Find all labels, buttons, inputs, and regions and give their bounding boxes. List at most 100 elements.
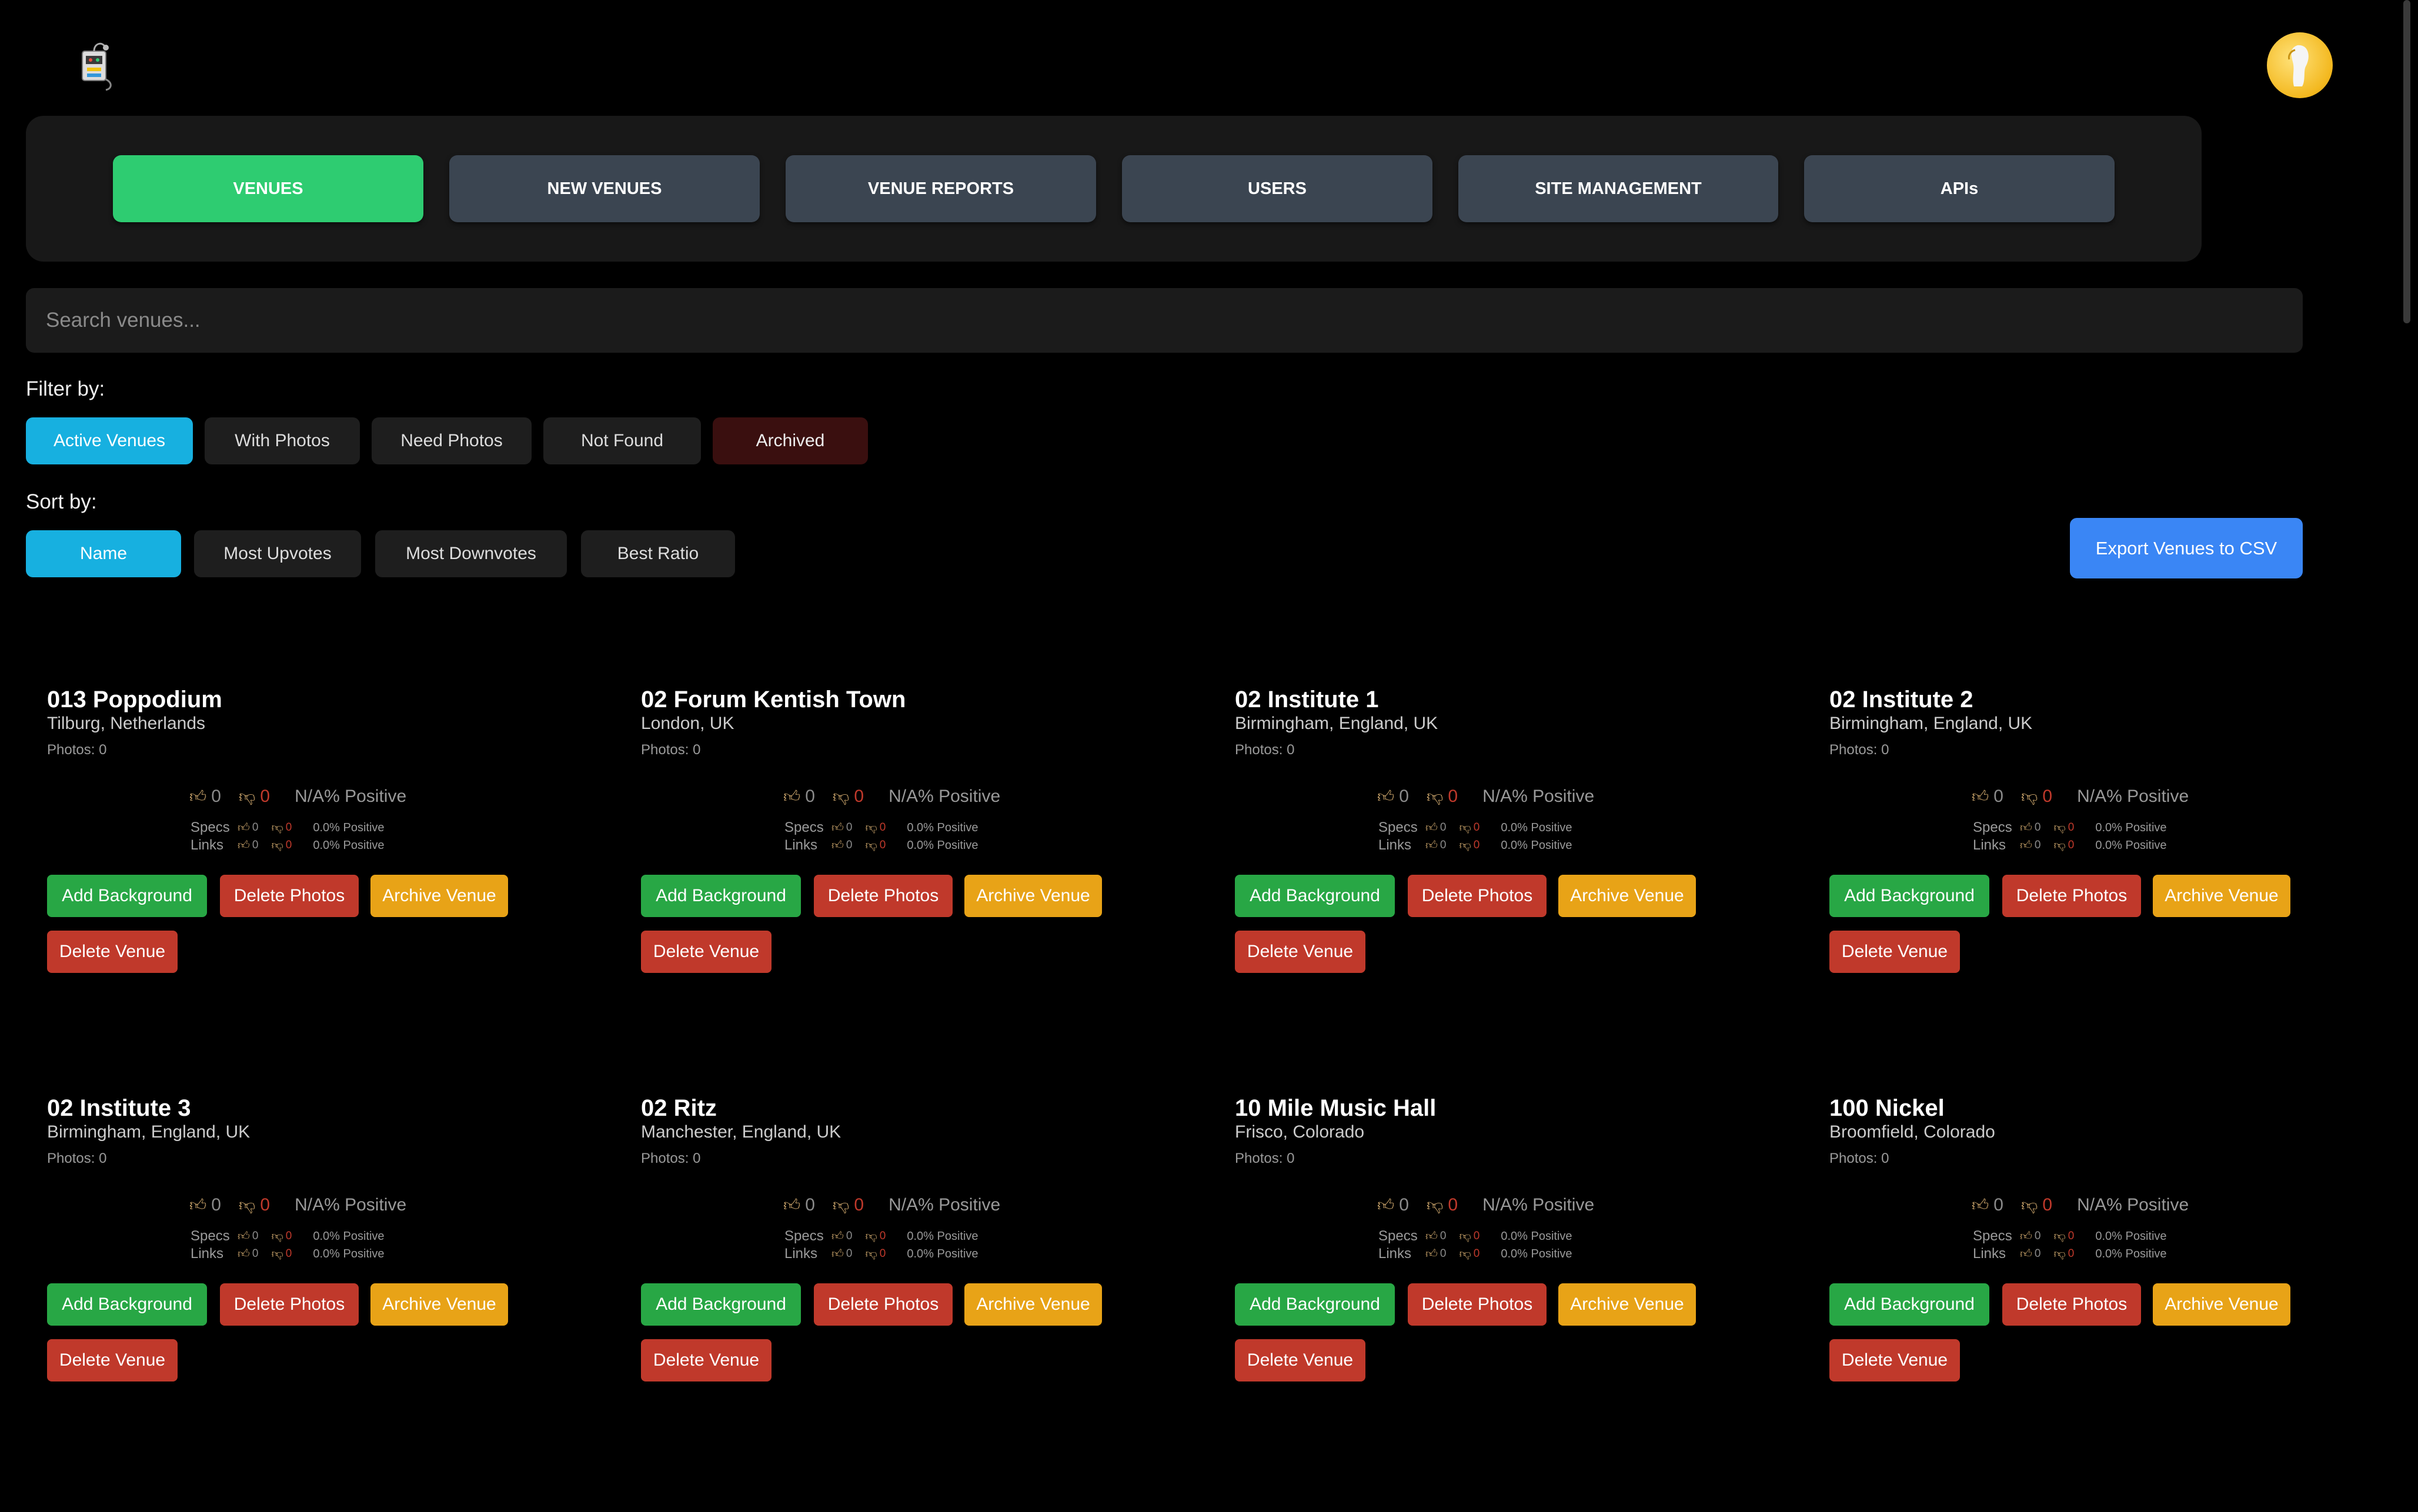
thumbs-down-icon[interactable]: 👎︎ (271, 839, 283, 852)
delete-photos-button[interactable]: Delete Photos (814, 875, 953, 917)
upvote-button[interactable]: 👍︎ 0 (783, 787, 815, 807)
thumbs-up-icon[interactable]: 👍︎ (2020, 1247, 2032, 1260)
thumbs-up-icon[interactable]: 👍︎ (831, 1247, 844, 1260)
add-background-button[interactable]: Add Background (641, 1283, 801, 1326)
tab-venue-reports[interactable]: VENUE REPORTS (786, 155, 1096, 222)
thumbs-up-icon[interactable]: 👍︎ (238, 1247, 250, 1260)
thumbs-down-icon[interactable]: 👎︎ (2053, 839, 2066, 852)
thumbs-down-icon[interactable]: 👎︎ (2053, 821, 2066, 834)
archive-venue-button[interactable]: Archive Venue (370, 1283, 508, 1326)
tab-users[interactable]: USERS (1122, 155, 1432, 222)
add-background-button[interactable]: Add Background (47, 1283, 207, 1326)
thumbs-down-icon[interactable]: 👎︎ (865, 1247, 877, 1260)
archive-venue-button[interactable]: Archive Venue (2153, 1283, 2290, 1326)
delete-photos-button[interactable]: Delete Photos (220, 875, 359, 917)
thumbs-down-icon[interactable]: 👎︎ (2053, 1230, 2066, 1243)
thumbs-up-icon[interactable]: 👍︎ (831, 839, 844, 852)
upvote-button[interactable]: 👍︎ 0 (1972, 787, 2003, 807)
thumbs-up-icon[interactable]: 👍︎ (1425, 1230, 1438, 1243)
upvote-button[interactable]: 👍︎ 0 (1377, 1195, 1409, 1215)
archive-venue-button[interactable]: Archive Venue (1558, 1283, 1696, 1326)
filter-with-photos[interactable]: With Photos (205, 417, 360, 464)
archive-venue-button[interactable]: Archive Venue (1558, 875, 1696, 917)
downvote-button[interactable]: 👎︎ 0 (2021, 787, 2052, 807)
delete-photos-button[interactable]: Delete Photos (2002, 1283, 2141, 1326)
add-background-button[interactable]: Add Background (1829, 1283, 1989, 1326)
thumbs-up-icon[interactable]: 👍︎ (238, 821, 250, 834)
upvote-button[interactable]: 👍︎ 0 (189, 787, 221, 807)
add-background-button[interactable]: Add Background (1235, 875, 1395, 917)
tab-venues[interactable]: VENUES (113, 155, 423, 222)
tab-new-venues[interactable]: NEW VENUES (449, 155, 760, 222)
delete-venue-button[interactable]: Delete Venue (1235, 931, 1365, 973)
delete-venue-button[interactable]: Delete Venue (47, 1339, 178, 1381)
add-background-button[interactable]: Add Background (641, 875, 801, 917)
upvote-button[interactable]: 👍︎ 0 (189, 1195, 221, 1215)
thumbs-down-icon[interactable]: 👎︎ (1459, 839, 1471, 852)
downvote-button[interactable]: 👎︎ 0 (239, 1195, 270, 1215)
thumbs-down-icon[interactable]: 👎︎ (271, 1247, 283, 1260)
thumbs-down-icon[interactable]: 👎︎ (1459, 821, 1471, 834)
thumbs-down-icon[interactable]: 👎︎ (2053, 1247, 2066, 1260)
delete-photos-button[interactable]: Delete Photos (1408, 1283, 1547, 1326)
filter-archived[interactable]: Archived (713, 417, 868, 464)
thumbs-up-icon[interactable]: 👍︎ (1425, 839, 1438, 852)
downvote-button[interactable]: 👎︎ 0 (2021, 1195, 2052, 1215)
downvote-button[interactable]: 👎︎ 0 (239, 787, 270, 807)
venue-robot-logo-icon[interactable] (76, 38, 118, 91)
upvote-button[interactable]: 👍︎ 0 (1972, 1195, 2003, 1215)
delete-venue-button[interactable]: Delete Venue (1829, 1339, 1960, 1381)
tab-site-management[interactable]: SITE MANAGEMENT (1458, 155, 1778, 222)
upvote-button[interactable]: 👍︎ 0 (1377, 787, 1409, 807)
delete-photos-button[interactable]: Delete Photos (1408, 875, 1547, 917)
add-background-button[interactable]: Add Background (1829, 875, 1989, 917)
thumbs-up-icon[interactable]: 👍︎ (1425, 821, 1438, 834)
thumbs-down-icon[interactable]: 👎︎ (1459, 1247, 1471, 1260)
delete-venue-button[interactable]: Delete Venue (1235, 1339, 1365, 1381)
delete-photos-button[interactable]: Delete Photos (220, 1283, 359, 1326)
thumbs-up-icon[interactable]: 👍︎ (831, 1230, 844, 1243)
archive-venue-button[interactable]: Archive Venue (370, 875, 508, 917)
delete-venue-button[interactable]: Delete Venue (47, 931, 178, 973)
upvote-button[interactable]: 👍︎ 0 (783, 1195, 815, 1215)
thumbs-up-icon[interactable]: 👍︎ (2020, 1230, 2032, 1243)
add-background-button[interactable]: Add Background (47, 875, 207, 917)
filter-not-found[interactable]: Not Found (543, 417, 701, 464)
sort-name[interactable]: Name (26, 530, 181, 577)
thumbs-down-icon[interactable]: 👎︎ (865, 821, 877, 834)
thumbs-down-icon[interactable]: 👎︎ (1459, 1230, 1471, 1243)
archive-venue-button[interactable]: Archive Venue (964, 1283, 1102, 1326)
add-background-button[interactable]: Add Background (1235, 1283, 1395, 1326)
user-avatar-icon[interactable] (2267, 32, 2333, 98)
downvote-button[interactable]: 👎︎ 0 (1427, 787, 1458, 807)
delete-photos-button[interactable]: Delete Photos (2002, 875, 2141, 917)
sort-best-ratio[interactable]: Best Ratio (581, 530, 735, 577)
thumbs-down-icon[interactable]: 👎︎ (865, 839, 877, 852)
downvote-button[interactable]: 👎︎ 0 (833, 1195, 864, 1215)
page-scrollbar[interactable] (2403, 0, 2410, 323)
thumbs-up-icon[interactable]: 👍︎ (1425, 1247, 1438, 1260)
delete-photos-button[interactable]: Delete Photos (814, 1283, 953, 1326)
archive-venue-button[interactable]: Archive Venue (2153, 875, 2290, 917)
thumbs-down-icon[interactable]: 👎︎ (865, 1230, 877, 1243)
downvote-button[interactable]: 👎︎ 0 (1427, 1195, 1458, 1215)
search-input[interactable] (26, 288, 2303, 353)
thumbs-down-icon[interactable]: 👎︎ (271, 821, 283, 834)
filter-need-photos[interactable]: Need Photos (372, 417, 532, 464)
thumbs-up-icon[interactable]: 👍︎ (238, 1230, 250, 1243)
delete-venue-button[interactable]: Delete Venue (641, 931, 772, 973)
thumbs-up-icon[interactable]: 👍︎ (238, 839, 250, 852)
tab-apis[interactable]: APIs (1804, 155, 2115, 222)
export-csv-button[interactable]: Export Venues to CSV (2070, 518, 2303, 578)
thumbs-down-icon[interactable]: 👎︎ (271, 1230, 283, 1243)
thumbs-up-icon[interactable]: 👍︎ (2020, 821, 2032, 834)
downvote-button[interactable]: 👎︎ 0 (833, 787, 864, 807)
thumbs-up-icon[interactable]: 👍︎ (2020, 839, 2032, 852)
delete-venue-button[interactable]: Delete Venue (641, 1339, 772, 1381)
thumbs-up-icon[interactable]: 👍︎ (831, 821, 844, 834)
archive-venue-button[interactable]: Archive Venue (964, 875, 1102, 917)
sort-most-downvotes[interactable]: Most Downvotes (375, 530, 567, 577)
delete-venue-button[interactable]: Delete Venue (1829, 931, 1960, 973)
sort-most-upvotes[interactable]: Most Upvotes (194, 530, 361, 577)
filter-active-venues[interactable]: Active Venues (26, 417, 193, 464)
